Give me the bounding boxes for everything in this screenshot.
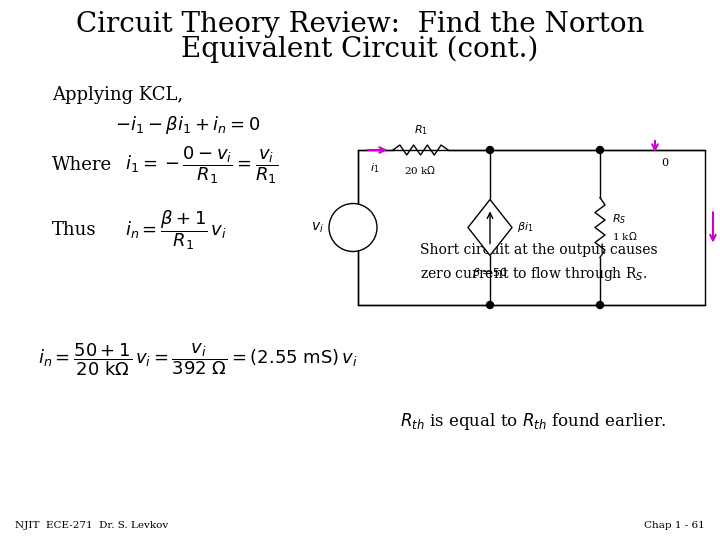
Text: $i_n = \dfrac{50+1}{20\ \mathrm{k\Omega}}\, v_i= \dfrac{v_i}{392\ \Omega} = (2.5: $i_n = \dfrac{50+1}{20\ \mathrm{k\Omega}… (38, 342, 358, 379)
Text: +: + (346, 213, 356, 224)
Text: 0: 0 (661, 158, 668, 168)
Circle shape (487, 146, 493, 153)
Text: Chap 1 - 61: Chap 1 - 61 (644, 521, 705, 530)
Text: $i_n = \dfrac{\beta + 1}{R_1}\, v_i$: $i_n = \dfrac{\beta + 1}{R_1}\, v_i$ (125, 208, 227, 252)
Text: $R_S$: $R_S$ (612, 213, 626, 226)
Text: $R_1$: $R_1$ (413, 123, 428, 137)
Bar (358, 150, 705, 305)
Text: $i_1 = -\dfrac{0 - v_i}{R_1} = \dfrac{v_i}{R_1}$: $i_1 = -\dfrac{0 - v_i}{R_1} = \dfrac{v_… (125, 144, 279, 186)
Text: Short circuit at the output causes
zero current to flow through R$_S$.: Short circuit at the output causes zero … (420, 243, 657, 283)
Text: 20 k$\Omega$: 20 k$\Omega$ (405, 164, 436, 176)
Text: $\beta i_1$: $\beta i_1$ (517, 220, 534, 234)
Text: NJIT  ECE-271  Dr. S. Levkov: NJIT ECE-271 Dr. S. Levkov (15, 521, 168, 530)
Text: Where: Where (52, 156, 112, 174)
Text: Equivalent Circuit (cont.): Equivalent Circuit (cont.) (181, 35, 539, 63)
Polygon shape (468, 199, 512, 255)
Text: 1 k$\Omega$: 1 k$\Omega$ (612, 230, 638, 241)
Text: Thus: Thus (52, 221, 96, 239)
Circle shape (596, 146, 603, 153)
Text: Applying KCL,: Applying KCL, (52, 86, 183, 104)
Text: $i_1$: $i_1$ (370, 161, 379, 175)
Text: $-i_1 - \beta i_1 + i_n = 0$: $-i_1 - \beta i_1 + i_n = 0$ (115, 114, 261, 136)
Text: $-$: $-$ (346, 232, 356, 241)
Text: $R_{th}$ is equal to $R_{th}$ found earlier.: $R_{th}$ is equal to $R_{th}$ found earl… (400, 411, 667, 433)
Circle shape (329, 204, 377, 252)
Circle shape (487, 301, 493, 308)
Text: $\beta = 50$: $\beta = 50$ (472, 266, 508, 280)
Text: $v_i$: $v_i$ (310, 220, 323, 235)
Text: Circuit Theory Review:  Find the Norton: Circuit Theory Review: Find the Norton (76, 11, 644, 38)
Circle shape (596, 301, 603, 308)
